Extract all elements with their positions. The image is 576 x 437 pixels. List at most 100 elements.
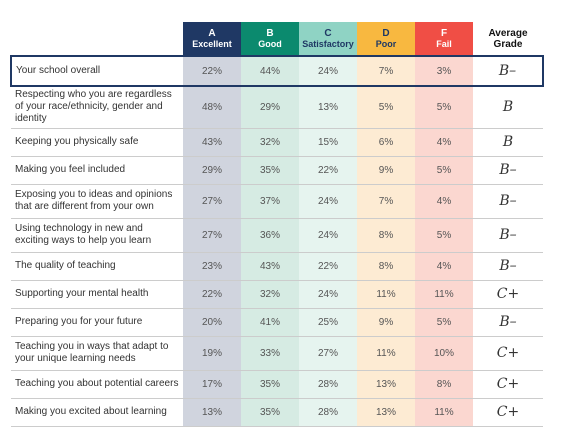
cell-value: 4% [415,252,473,281]
grade-header: Average Grade [488,27,528,50]
cell-value: 11% [415,280,473,309]
column-header: A Excellent [183,22,241,56]
cell-value: 10% [415,336,473,371]
cell-value: 19% [183,336,241,371]
cell-value: 33% [241,336,299,371]
cell-value: 8% [357,218,415,253]
cell-value: 35% [241,370,299,399]
table-row: Keeping you physically safe 43% 32% 15% 6% 4%… [11,128,543,157]
column-label: Good [258,38,282,49]
cell-value: 13% [183,398,241,427]
row-label: Making you feel included [11,156,183,185]
cell-value: 48% [183,86,241,129]
cell-value: 35% [241,156,299,185]
cell-value: 43% [183,128,241,157]
cell-value: 13% [357,370,415,399]
table-row: Respecting who you are regardless of you… [11,86,543,129]
cell-value: 8% [357,252,415,281]
cell-value: 43% [241,252,299,281]
cell-value: 22% [299,252,357,281]
cell-value: 11% [357,280,415,309]
row-label: Using technology in new and exciting way… [11,218,183,253]
row-label: Preparing you for your future [11,308,183,337]
cell-value: 32% [241,128,299,157]
table-row: Your school overall 22% 44% 24% 7% 3% B– [10,55,544,87]
row-label: Your school overall [10,55,183,87]
table-row: Supporting your mental health 22% 32% 24% 11… [11,280,543,309]
row-label: Supporting your mental health [11,280,183,309]
column-letter: B [266,27,274,39]
grades-table: A Excellent B Good C Satisfactory D Poor F Fail Av… [10,22,544,427]
average-grade: B– [473,308,543,337]
cell-value: 22% [183,55,241,87]
cell-value: 4% [415,184,473,219]
cell-value: 13% [299,86,357,129]
cell-value: 13% [357,398,415,427]
cell-value: 28% [299,370,357,399]
average-grade: B [473,128,543,157]
row-label: Teaching you about potential careers [11,370,183,399]
cell-value: 6% [357,128,415,157]
table-row: Making you excited about learning 13% 35% 2… [11,398,543,427]
average-grade: B– [473,156,543,185]
cell-value: 22% [299,156,357,185]
cell-value: 5% [415,86,473,129]
table-body: Your school overall 22% 44% 24% 7% 3% B– Respec… [10,55,544,427]
table-row: Teaching you in ways that adapt to your … [11,336,543,371]
cell-value: 5% [415,308,473,337]
cell-value: 3% [415,55,473,87]
table-row: Preparing you for your future 20% 41% 25% 9%… [11,308,543,337]
cell-value: 24% [299,184,357,219]
column-label: Fail [436,38,452,49]
cell-value: 24% [299,55,357,87]
cell-value: 36% [241,218,299,253]
cell-value: 25% [299,308,357,337]
column-letter: C [324,27,332,39]
cell-value: 11% [357,336,415,371]
cell-value: 5% [357,86,415,129]
row-label: Respecting who you are regardless of you… [11,86,183,129]
cell-value: 37% [241,184,299,219]
table-row: Teaching you about potential careers 17% 3… [11,370,543,399]
average-grade: B– [473,252,543,281]
row-label: Teaching you in ways that adapt to your … [11,336,183,371]
column-header: C Satisfactory [299,22,357,56]
row-label: Keeping you physically safe [11,128,183,157]
column-label: Poor [375,38,397,49]
column-header: F Fail [415,22,473,56]
cell-value: 9% [357,156,415,185]
cell-value: 23% [183,252,241,281]
column-letter: D [382,27,390,39]
cell-value: 15% [299,128,357,157]
average-grade: B– [473,55,544,87]
cell-value: 32% [241,280,299,309]
cell-value: 17% [183,370,241,399]
column-label: Excellent [192,38,232,49]
cell-value: 41% [241,308,299,337]
header-row: A Excellent B Good C Satisfactory D Poor F Fail Av… [11,22,543,56]
cell-value: 27% [183,218,241,253]
cell-value: 27% [183,184,241,219]
cell-value: 24% [299,280,357,309]
row-label: Making you excited about learning [11,398,183,427]
cell-value: 20% [183,308,241,337]
cell-value: 5% [415,156,473,185]
cell-value: 29% [241,86,299,129]
cell-value: 4% [415,128,473,157]
cell-value: 44% [241,55,299,87]
cell-value: 7% [357,184,415,219]
cell-value: 11% [415,398,473,427]
average-grade: B– [473,184,543,219]
cell-value: 9% [357,308,415,337]
row-label: The quality of teaching [11,252,183,281]
cell-value: 35% [241,398,299,427]
cell-value: 29% [183,156,241,185]
average-grade: C+ [473,370,543,399]
column-letter: F [440,27,448,39]
cell-value: 27% [299,336,357,371]
table-row: Making you feel included 29% 35% 22% 9% 5% B– [11,156,543,185]
average-grade: B– [473,218,543,253]
average-grade: C+ [473,336,543,371]
cell-value: 5% [415,218,473,253]
